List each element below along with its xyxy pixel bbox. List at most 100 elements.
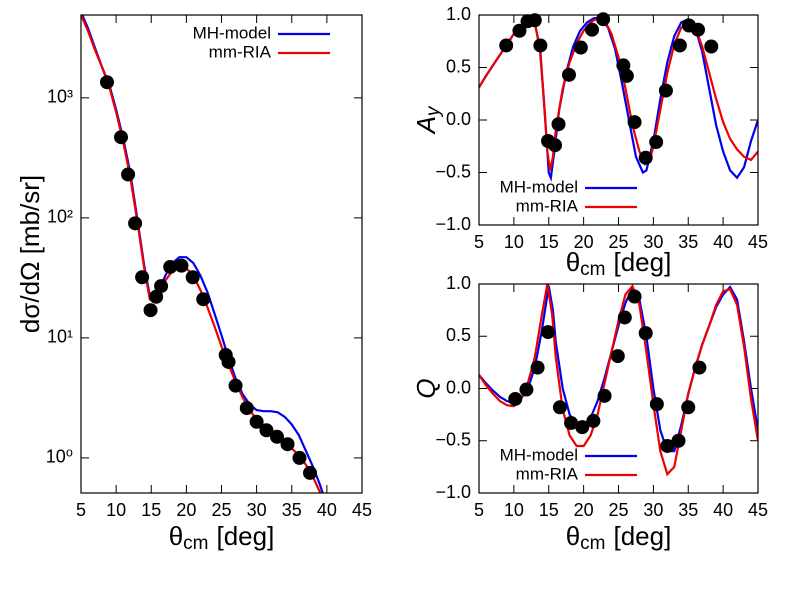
data-point	[564, 415, 579, 430]
legend-label: MH-model	[193, 23, 271, 42]
data-point	[128, 216, 143, 231]
data-point	[114, 130, 129, 145]
plot-frame	[478, 14, 759, 226]
series-line	[479, 285, 758, 453]
data-point	[196, 292, 211, 307]
data-point	[649, 397, 664, 412]
x-tick-label: 40	[713, 500, 733, 520]
data-point	[638, 326, 653, 341]
data-point	[660, 438, 675, 453]
data-point	[586, 413, 601, 428]
data-point	[239, 401, 254, 416]
x-label-main: θ	[566, 247, 580, 277]
x-axis-label: θcm [deg]	[566, 521, 672, 554]
data-point	[692, 360, 707, 375]
x-tick-label: 35	[282, 500, 302, 520]
data-point	[649, 135, 664, 150]
y-tick-label: 10¹	[47, 327, 73, 347]
data-point	[527, 13, 542, 28]
data-point	[269, 429, 284, 444]
y-tick-label: 0.5	[446, 325, 471, 345]
panel: 5 10 15 20 25 30 35 40 45 −1.0 −0.5 0.0 0.5 1.0 MH-mod…	[411, 273, 768, 554]
x-tick-label: 35	[678, 500, 698, 520]
data-point	[658, 83, 673, 98]
y-tick-label: 10³	[47, 87, 73, 107]
data-point	[672, 38, 687, 53]
x-tick-label: 45	[352, 500, 372, 520]
y-tick-label: 0.5	[446, 56, 471, 76]
x-tick-label: 10	[106, 500, 126, 520]
data-point	[533, 38, 548, 53]
x-label-sub: cm	[580, 533, 605, 554]
data-point	[121, 167, 136, 182]
x-tick-label: 5	[474, 500, 484, 520]
data-point	[575, 420, 590, 435]
x-tick-label: 30	[643, 500, 663, 520]
data-point	[638, 150, 653, 165]
data-point	[154, 279, 169, 294]
x-tick-label: 15	[539, 500, 559, 520]
data-point	[512, 23, 527, 38]
y-label-main: Q	[411, 378, 441, 398]
y-tick-label: 1.0	[446, 273, 471, 293]
x-label-unit: [deg]	[613, 521, 671, 551]
x-label-main: θ	[169, 521, 183, 551]
y-tick-label: 1.0	[446, 4, 471, 24]
data-point	[548, 138, 563, 153]
x-tick-label: 45	[748, 232, 768, 252]
x-tick-label: 5	[76, 500, 86, 520]
x-tick-label: 25	[211, 500, 231, 520]
data-point	[627, 289, 642, 304]
data-point	[552, 400, 567, 415]
legend-label: mm-RIA	[516, 196, 579, 215]
curves	[81, 15, 324, 493]
data-point	[681, 400, 696, 415]
y-axis-label: Ay	[411, 105, 444, 135]
data-point	[149, 289, 164, 304]
y-label-sub: y	[423, 105, 444, 118]
x-tick-label: 20	[176, 500, 196, 520]
x-axis-label: θcm [deg]	[169, 521, 275, 554]
x-label-unit: [deg]	[216, 521, 274, 551]
data-point	[292, 450, 307, 465]
data-point	[616, 58, 631, 73]
panel: 5 10 15 20 25 30 35 40 45 10⁰ 10¹ 10² 10³ MH-modelmm-…	[15, 14, 372, 554]
data-point	[143, 303, 158, 318]
data-point	[610, 349, 625, 364]
data-point	[627, 115, 642, 130]
data-point	[249, 414, 264, 429]
y-axis-label: dσ/dΩ [mb/sr]	[15, 175, 45, 333]
data-point	[185, 270, 200, 285]
x-label-sub: cm	[580, 259, 605, 280]
data-point	[597, 388, 612, 403]
data-point	[135, 270, 150, 285]
data-point	[519, 382, 534, 397]
x-tick-label: 20	[574, 500, 594, 520]
y-tick-label: 10²	[47, 207, 73, 227]
data-point	[573, 40, 588, 55]
data-point	[561, 67, 576, 82]
x-tick-label: 5	[474, 232, 484, 252]
data-point	[508, 391, 523, 406]
data-point	[163, 259, 178, 274]
data-point	[530, 360, 545, 375]
data-point	[280, 437, 295, 452]
x-tick-label: 30	[247, 500, 267, 520]
x-tick-label: 45	[748, 500, 768, 520]
data-point	[691, 22, 706, 37]
y-tick-label: −0.5	[435, 430, 471, 450]
x-tick-label: 10	[504, 232, 524, 252]
legend-label: MH-model	[500, 445, 578, 464]
data-point	[99, 75, 114, 90]
x-label-unit: [deg]	[613, 247, 671, 277]
x-label-main: θ	[566, 521, 580, 551]
data-point	[596, 12, 611, 27]
x-tick-label: 30	[643, 232, 663, 252]
x-tick-label: 15	[539, 232, 559, 252]
series-line	[81, 15, 322, 493]
x-tick-label: 25	[608, 232, 628, 252]
data-point	[221, 354, 236, 369]
data-point	[541, 325, 556, 340]
y-label-main: dσ/dΩ [mb/sr]	[15, 175, 45, 333]
data-point	[259, 423, 274, 438]
